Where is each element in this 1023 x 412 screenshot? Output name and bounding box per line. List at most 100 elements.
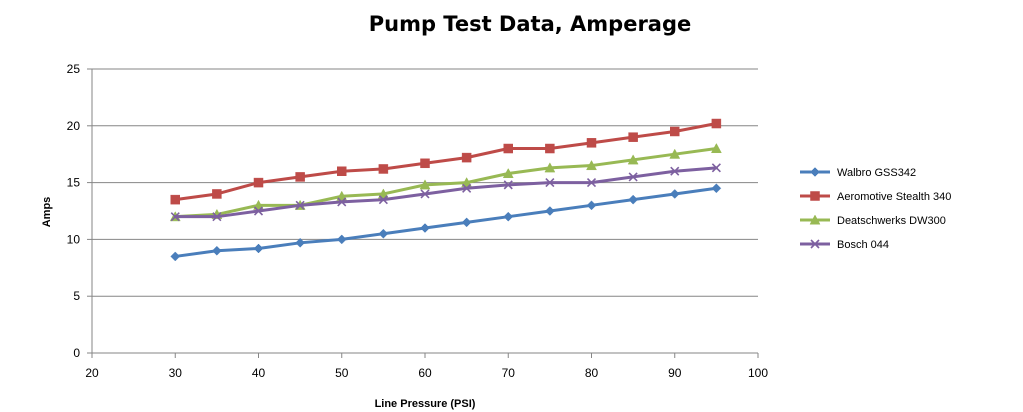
x-tick-label: 80 <box>585 366 599 380</box>
x-marker-stroke <box>810 239 820 249</box>
data-point <box>253 243 264 254</box>
data-point <box>337 197 347 207</box>
data-point <box>295 172 305 182</box>
data-point <box>628 194 638 205</box>
data-point <box>586 178 597 188</box>
data-point <box>170 251 181 262</box>
x-tick-label: 90 <box>668 366 682 380</box>
data-point <box>545 206 555 216</box>
data-point <box>545 178 555 188</box>
legend-item: Walbro GSS342 <box>800 167 916 179</box>
data-point <box>170 212 180 222</box>
x-tick-label: 60 <box>418 366 432 380</box>
data-point <box>295 237 305 248</box>
data-point <box>586 200 597 211</box>
x-marker-stroke <box>711 163 721 173</box>
data-point <box>170 194 180 205</box>
data-point <box>295 200 305 210</box>
x-tick-label: 50 <box>335 366 349 380</box>
x-tick-label: 30 <box>169 366 183 380</box>
data-point <box>212 245 222 256</box>
y-tick-label: 0 <box>73 346 80 360</box>
legend-item: Bosch 044 <box>800 239 889 251</box>
data-point <box>544 162 556 173</box>
data-point <box>378 164 389 174</box>
legend-marker <box>809 214 821 225</box>
axes: 0 5 10 15 20 25 20 30 40 50 60 70 80 90 100 <box>67 62 769 380</box>
data-point <box>669 189 680 199</box>
x-tick-label: 20 <box>85 366 99 380</box>
legend-item: Deatschwerks DW300 <box>800 214 946 227</box>
data-point <box>502 167 514 179</box>
series-2 <box>170 118 722 205</box>
legend-marker <box>810 239 820 249</box>
data-point <box>669 148 681 159</box>
y-tick-label: 10 <box>67 232 81 246</box>
data-point <box>336 234 347 245</box>
data-point <box>212 212 222 222</box>
x-marker-stroke <box>212 212 222 222</box>
data-point <box>253 206 264 216</box>
series-line <box>173 147 718 219</box>
data-point <box>711 183 722 194</box>
legend-label: Aeromotive Stealth 340 <box>837 191 951 203</box>
series-line <box>173 122 718 202</box>
data-point <box>212 189 222 199</box>
x-axis-title: Line Pressure (PSI) <box>375 398 476 410</box>
data-point <box>461 217 472 228</box>
y-axis-title: Amps <box>41 197 53 228</box>
data-point <box>253 177 264 188</box>
x-marker-stroke <box>378 195 388 205</box>
chart-title: Pump Test Data, Amperage <box>369 12 692 36</box>
series-line <box>173 166 718 219</box>
x-marker-stroke <box>586 178 597 188</box>
x-marker-stroke <box>628 172 638 182</box>
x-tick-label: 70 <box>502 366 516 380</box>
legend-item: Aeromotive Stealth 340 <box>800 191 951 203</box>
data-point <box>628 172 638 182</box>
data-point <box>545 143 555 154</box>
x-marker-stroke <box>462 183 472 193</box>
data-point <box>419 179 431 190</box>
data-point <box>378 195 388 205</box>
legend: Walbro GSS342 Aeromotive Stealth 340 Deats… <box>800 167 951 251</box>
x-marker-stroke <box>295 200 305 210</box>
y-tick-label: 15 <box>67 176 81 190</box>
x-marker-stroke <box>420 189 430 199</box>
data-point <box>586 160 597 171</box>
x-tick-label: 40 <box>252 366 266 380</box>
data-point <box>670 166 680 176</box>
x-marker-stroke <box>670 166 680 176</box>
data-point <box>503 143 513 154</box>
data-point <box>711 163 721 173</box>
series-4 <box>170 163 721 222</box>
legend-label: Deatschwerks DW300 <box>837 215 946 227</box>
legend-marker <box>810 191 820 201</box>
series-group <box>169 118 722 262</box>
data-point <box>628 132 638 142</box>
data-point <box>420 189 430 199</box>
x-tick-label: 100 <box>748 366 768 380</box>
x-marker-stroke <box>170 212 180 222</box>
data-point <box>670 126 680 137</box>
x-marker-stroke <box>337 197 347 207</box>
y-tick-label: 5 <box>73 289 80 303</box>
legend-marker <box>810 167 820 177</box>
y-tick-label: 20 <box>67 119 81 133</box>
y-tick-label: 25 <box>67 62 81 76</box>
x-marker-stroke <box>253 206 264 216</box>
legend-label: Walbro GSS342 <box>837 167 916 179</box>
data-point <box>462 183 472 193</box>
data-point <box>337 166 347 176</box>
data-point <box>711 118 722 129</box>
legend-label: Bosch 044 <box>837 239 889 251</box>
x-marker-stroke <box>503 180 513 190</box>
data-point <box>710 142 722 154</box>
data-point <box>586 138 597 148</box>
series-line <box>173 186 718 258</box>
data-point <box>378 228 389 239</box>
data-point <box>461 152 472 163</box>
data-point <box>420 158 430 169</box>
